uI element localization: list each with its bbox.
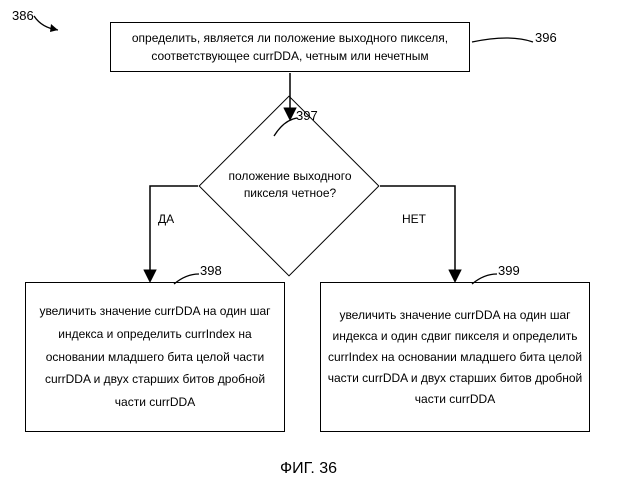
edge-yes-label: ДА <box>158 212 174 226</box>
step1-text: определить, является ли положение выходн… <box>117 29 463 65</box>
edge-no-label: НЕТ <box>402 212 426 226</box>
ref-386-text: 386 <box>12 8 34 23</box>
decision-text-wrap: положение выходного пикселя четное? <box>210 168 370 202</box>
step-increment-even: увеличить значение currDDA на один шаг и… <box>25 282 285 432</box>
figure-main-ref: 386 <box>12 8 34 23</box>
ref-399-leader <box>470 272 500 288</box>
ref-399: 399 <box>498 263 520 278</box>
decision-text: положение выходного пикселя четное? <box>229 169 352 200</box>
caption-text: ФИГ. 36 <box>280 460 337 477</box>
right-text: увеличить значение currDDA на один шаг и… <box>327 305 583 410</box>
step-increment-odd: увеличить значение currDDA на один шаг и… <box>320 282 590 432</box>
ref-396-text: 396 <box>535 30 557 45</box>
ref-396: 396 <box>535 30 557 45</box>
no-text: НЕТ <box>402 212 426 226</box>
ref-398: 398 <box>200 263 222 278</box>
flowchart-container: 386 определить, является ли положение вы… <box>0 0 617 500</box>
yes-text: ДА <box>158 212 174 226</box>
ref-398-leader <box>172 272 202 288</box>
ref-399-text: 399 <box>498 263 520 278</box>
figure-caption: ФИГ. 36 <box>0 460 617 478</box>
ref-396-leader <box>470 36 535 50</box>
step-determine-position: определить, является ли положение выходн… <box>110 22 470 72</box>
ref-386-leader <box>32 14 62 34</box>
ref-398-text: 398 <box>200 263 222 278</box>
left-text: увеличить значение currDDA на один шаг и… <box>32 300 278 414</box>
ref-397-leader <box>272 116 302 138</box>
